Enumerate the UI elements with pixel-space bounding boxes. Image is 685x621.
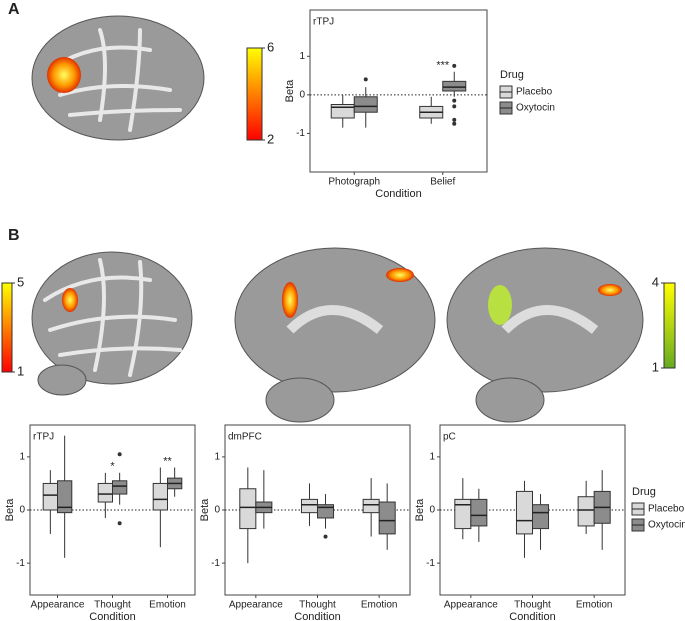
panel-label: B (8, 227, 20, 244)
y-axis-label: Beta (199, 498, 211, 522)
x-axis-label: Condition (375, 188, 421, 200)
outlier (117, 521, 122, 526)
x-axis-label: Condition (89, 611, 135, 621)
box (442, 80, 467, 92)
colorbar (246, 47, 263, 141)
x-tick-label: Appearance (31, 600, 85, 611)
x-axis-label: Condition (294, 611, 340, 621)
x-tick-label: Thought (514, 600, 551, 611)
chart-title: rTPJ (313, 17, 334, 28)
colorbar-tick-label: 5 (17, 274, 24, 289)
legend-label: Oxytocin (648, 520, 685, 531)
chart-title: rTPJ (33, 432, 54, 443)
box (57, 480, 73, 514)
outlier (452, 98, 457, 103)
legend-title: Drug (500, 69, 524, 81)
outlier (452, 104, 457, 109)
chart-title: pC (443, 432, 456, 443)
colorbar-tick-label: 2 (267, 131, 274, 146)
x-tick-label: Emotion (361, 600, 398, 611)
box (42, 482, 59, 511)
box (353, 96, 378, 113)
x-tick-label: Appearance (444, 600, 498, 611)
colorbar (1, 282, 13, 373)
box (454, 498, 472, 530)
x-tick-label: Belief (430, 177, 455, 188)
y-tick-label: 0 (19, 505, 25, 516)
colorbar-tick-label: 6 (267, 39, 274, 54)
colorbar (663, 282, 676, 369)
brain-image (31, 15, 205, 141)
legend-label: Placebo (648, 504, 685, 515)
y-tick-label: 0 (299, 89, 305, 100)
y-tick-label: -1 (211, 558, 220, 569)
panel-label: A (8, 1, 20, 18)
x-tick-label: Emotion (149, 600, 186, 611)
y-tick-label: -1 (16, 558, 25, 569)
box (577, 496, 595, 527)
box (152, 482, 168, 511)
y-tick-label: 1 (214, 452, 220, 463)
colorbar-tick-label: 4 (652, 274, 659, 289)
brain-image (446, 247, 644, 423)
legend-label: Oxytocin (516, 103, 555, 114)
legend-title: Drug (632, 486, 656, 498)
x-tick-label: Emotion (576, 600, 613, 611)
box (112, 480, 128, 495)
significance: * (110, 461, 115, 473)
significance: *** (436, 60, 450, 72)
y-axis-label: Beta (284, 79, 296, 103)
box (515, 490, 534, 535)
brain-image (234, 247, 436, 423)
x-axis-label: Condition (509, 611, 555, 621)
colorbar-tick-label: 1 (17, 363, 24, 378)
box (378, 501, 396, 535)
box (97, 482, 113, 503)
x-tick-label: Thought (94, 600, 131, 611)
y-tick-label: 1 (429, 452, 435, 463)
chart-title: dmPFC (228, 432, 262, 443)
box (362, 498, 380, 514)
x-tick-label: Thought (299, 600, 336, 611)
box (470, 498, 488, 527)
legend-label: Placebo (516, 87, 553, 98)
box (532, 504, 550, 530)
brain-image (31, 251, 193, 396)
x-tick-label: Photograph (328, 177, 380, 188)
y-tick-label: -1 (296, 128, 305, 139)
box (239, 488, 257, 530)
y-tick-label: 0 (429, 505, 435, 516)
colorbar-tick-label: 1 (652, 359, 659, 374)
significance: ** (163, 455, 172, 467)
box (300, 498, 319, 514)
x-tick-label: Appearance (229, 600, 283, 611)
outlier (117, 452, 122, 457)
y-tick-label: 1 (19, 452, 25, 463)
y-tick-label: 0 (214, 505, 220, 516)
outlier (363, 77, 368, 82)
y-tick-label: 1 (299, 51, 305, 62)
y-tick-label: -1 (426, 558, 435, 569)
outlier (452, 121, 457, 126)
outlier (323, 534, 328, 539)
outlier (452, 117, 457, 122)
y-axis-label: Beta (4, 498, 16, 522)
outlier (452, 63, 457, 68)
y-axis-label: Beta (414, 498, 426, 522)
